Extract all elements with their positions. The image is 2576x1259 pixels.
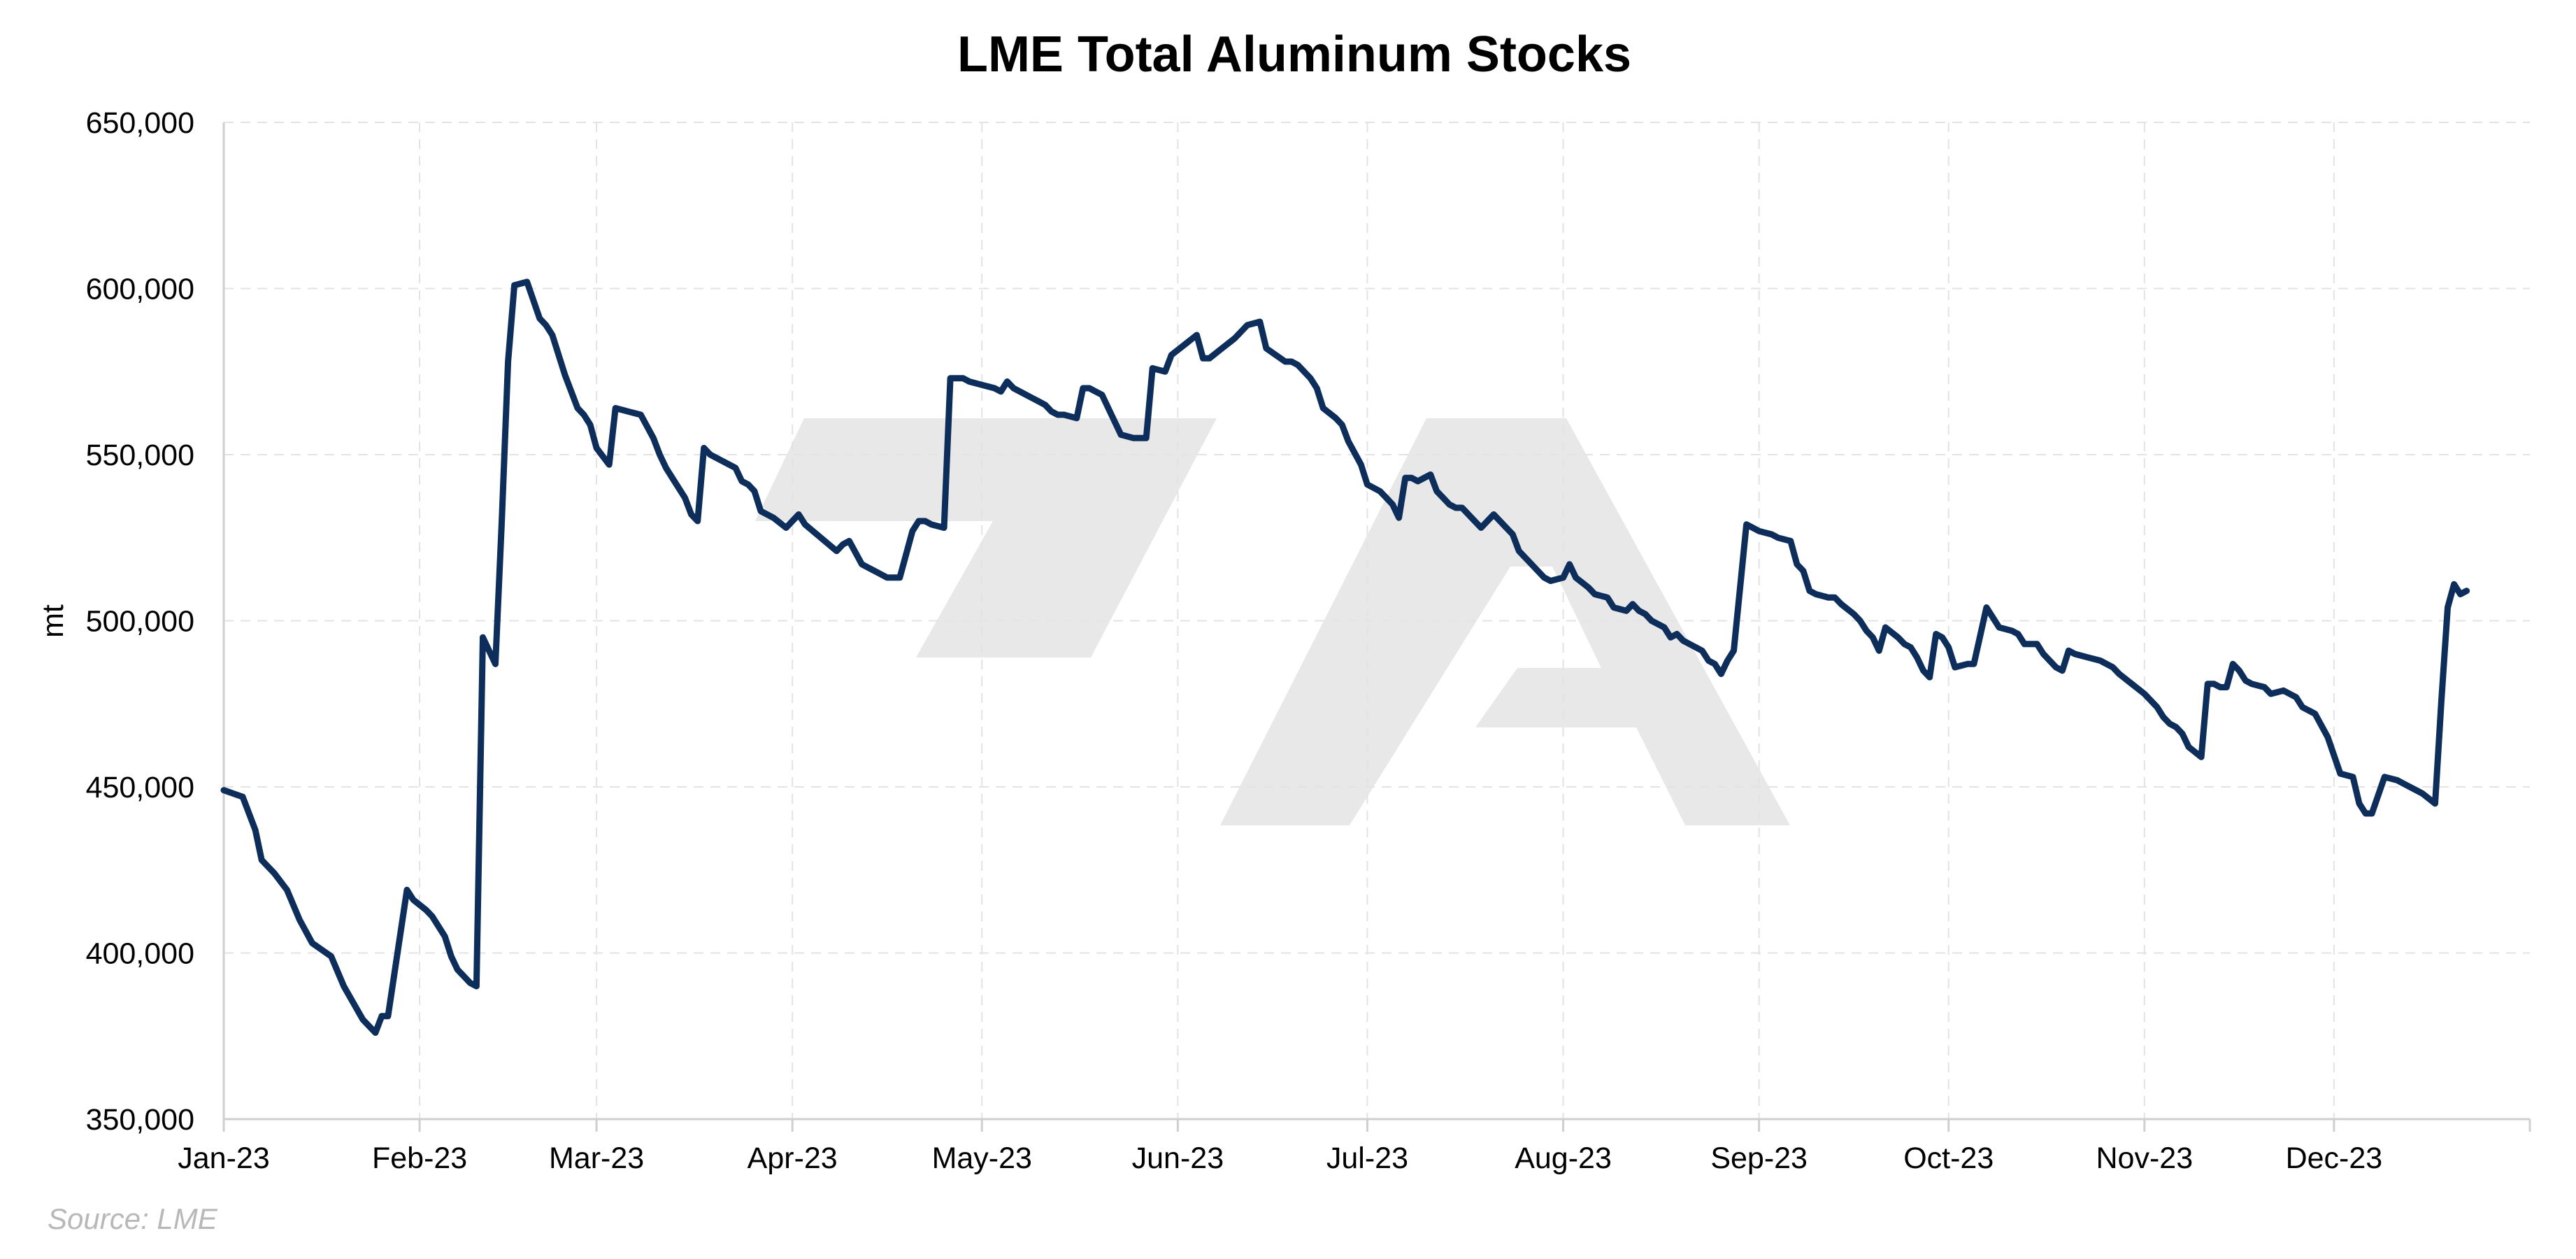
x-tick-label: May-23	[932, 1141, 1032, 1175]
y-tick-label: 350,000	[86, 1103, 194, 1137]
grid-lines	[224, 122, 2530, 1119]
y-tick-label: 550,000	[86, 439, 194, 472]
y-axis-label: mt	[36, 604, 70, 638]
x-tick-label: Jan-23	[178, 1141, 269, 1175]
x-tick-label: Oct-23	[1903, 1141, 1994, 1175]
x-tick-label: Aug-23	[1515, 1141, 1612, 1175]
y-tick-label: 650,000	[86, 106, 194, 140]
x-tick-label: Nov-23	[2096, 1141, 2194, 1175]
x-tick-label: Feb-23	[372, 1141, 467, 1175]
x-tick-label: Sep-23	[1710, 1141, 1808, 1175]
source-note: Source: LME	[48, 1202, 218, 1235]
x-tick-label: Jun-23	[1132, 1141, 1224, 1175]
watermark-logo-left-shape	[755, 418, 1217, 657]
x-tick-label: Jul-23	[1326, 1141, 1408, 1175]
watermark-logo	[755, 418, 1790, 825]
x-tick-label: Dec-23	[2286, 1141, 2383, 1175]
y-tick-label: 400,000	[86, 937, 194, 971]
x-tick-label: Mar-23	[549, 1141, 644, 1175]
chart-title: LME Total Aluminum Stocks	[957, 27, 1631, 83]
watermark-logo-right-shape	[1220, 418, 1790, 825]
chart-text: LME Total Aluminum Stocks mt Source: LME	[36, 27, 1631, 1235]
series-layer	[220, 278, 2470, 1036]
y-tick-label: 500,000	[86, 605, 194, 639]
y-tick-label: 600,000	[86, 273, 194, 306]
axes: 350,000 400,000 450,000 500,000 550,000 600,0…	[86, 106, 2531, 1175]
x-tick-label: Apr-23	[747, 1141, 838, 1175]
y-tick-label: 450,000	[86, 771, 194, 804]
series-line	[220, 278, 2470, 1036]
